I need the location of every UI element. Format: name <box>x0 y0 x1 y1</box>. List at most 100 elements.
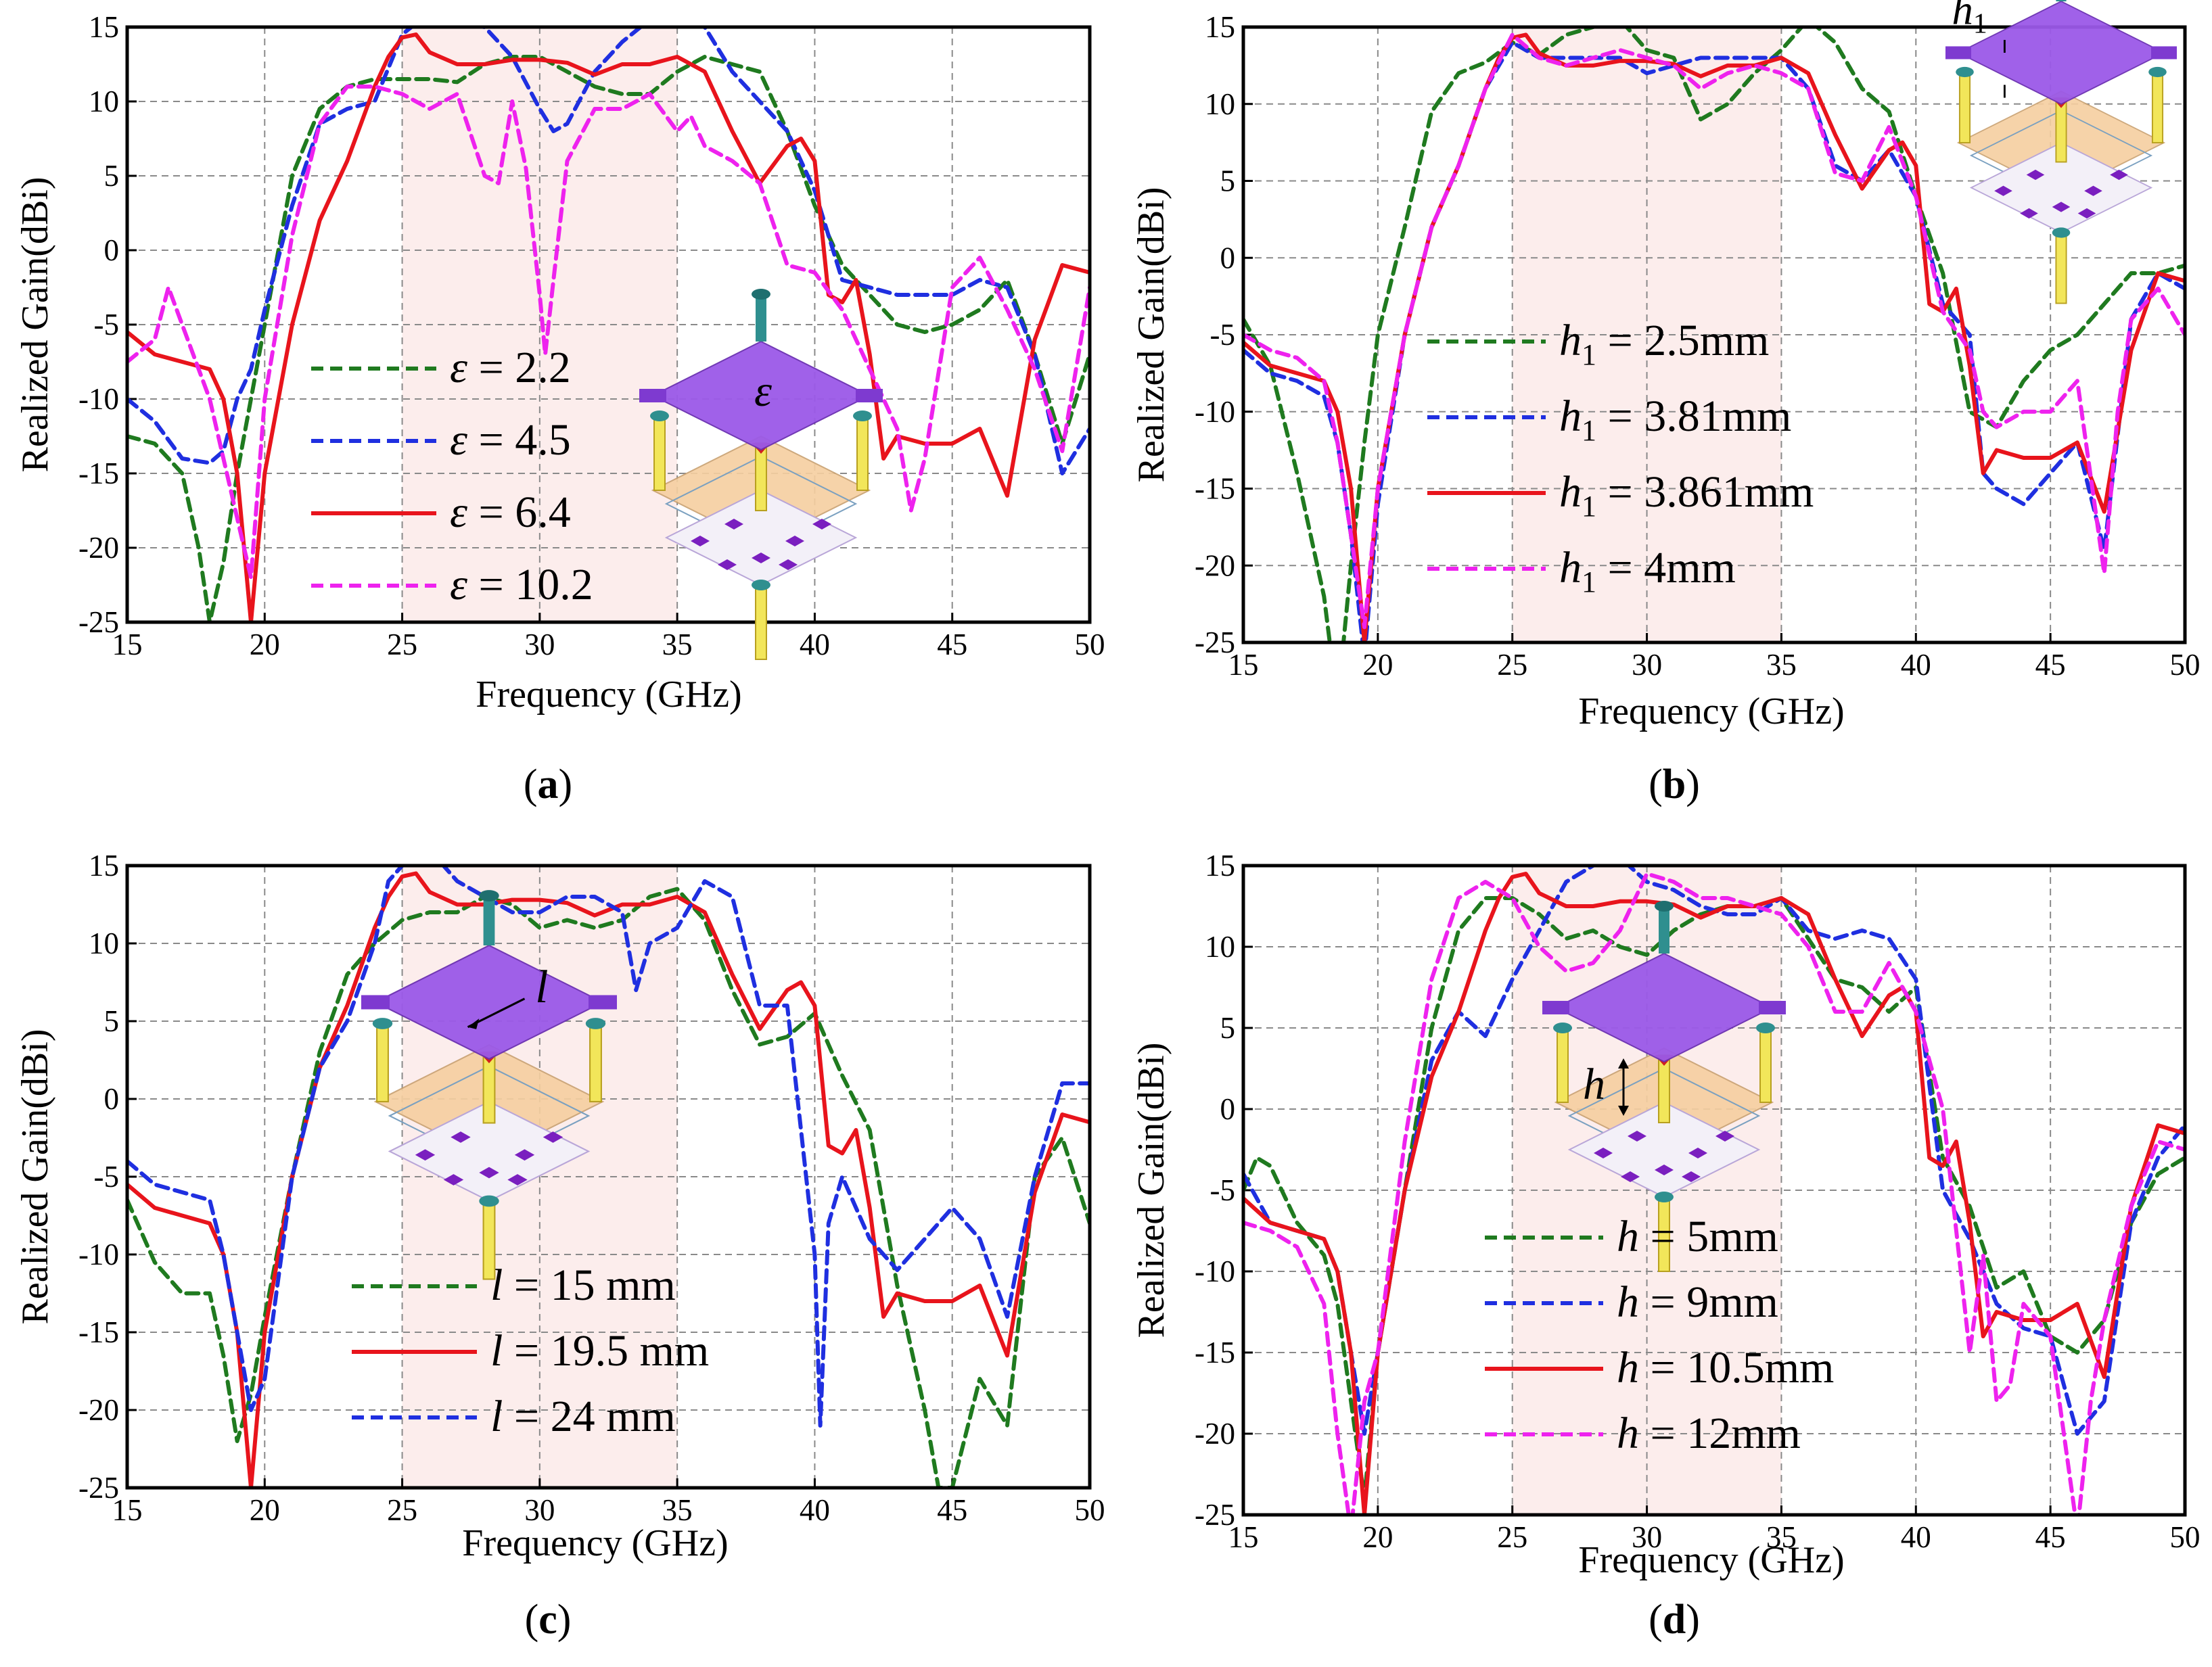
y-tick-label: 15 <box>89 10 119 44</box>
plot-frame <box>1241 864 2187 1517</box>
x-tick-label: 30 <box>1632 648 1662 682</box>
post-cap-icon <box>372 1018 393 1029</box>
pad-icon <box>718 559 737 570</box>
x-tick-label: 35 <box>1766 1520 1797 1554</box>
legend-symbol: h <box>1559 392 1582 441</box>
legend-entry: h1 = 3.861mm <box>1559 467 1814 523</box>
y-tick-label: -10 <box>1195 395 1235 429</box>
legend-subscript: 1 <box>1582 414 1596 447</box>
pad-icon <box>724 519 743 530</box>
x-tick-label: 20 <box>250 628 280 661</box>
x-tick-label: 20 <box>1362 1520 1393 1554</box>
pad-icon <box>415 1149 436 1161</box>
x-tick-label: 15 <box>1228 1520 1259 1554</box>
antenna-inset-icon: l <box>361 890 617 1280</box>
panel-label-close: ) <box>1686 1597 1700 1643</box>
y-tick-label: -15 <box>78 1315 119 1349</box>
x-tick-label: 50 <box>2170 648 2201 682</box>
x-tick-label: 20 <box>1362 648 1393 682</box>
pad-icon <box>507 1174 528 1185</box>
series-line-magenta <box>1243 32 2185 630</box>
plot-frame <box>125 25 1092 624</box>
post-cap-icon <box>2052 227 2071 238</box>
support-post-icon <box>376 1023 389 1103</box>
support-post-icon <box>2151 71 2164 143</box>
feed-layer-icon <box>1567 1101 1761 1198</box>
series-line-green <box>127 887 1090 1488</box>
y-tick-label: 10 <box>89 85 119 118</box>
support-post-icon <box>755 584 767 660</box>
y-tick-label: -20 <box>1195 1417 1235 1451</box>
antenna-inset-icon: h1 <box>1945 0 2177 304</box>
legend-symbol: h <box>1559 543 1582 592</box>
x-tick-label: 20 <box>250 1493 280 1527</box>
pad-icon <box>779 559 798 570</box>
legend-entry: ε = 4.5 <box>450 415 571 465</box>
panel-label-close: ) <box>1686 761 1700 807</box>
legend-value: = 3.81mm <box>1596 392 1791 441</box>
pad-icon <box>2020 208 2038 219</box>
series-group <box>127 27 1090 622</box>
arrow-head-icon <box>1618 1106 1629 1116</box>
legend-subscript: 1 <box>1582 565 1596 598</box>
legend-symbol: ε <box>450 415 467 465</box>
panel-label-close: ) <box>557 1597 572 1643</box>
legend-value: = 2.2 <box>467 343 571 392</box>
pad-icon <box>2026 169 2045 181</box>
x-tick-label: 45 <box>2035 1520 2066 1554</box>
legend-value: = 10.5mm <box>1639 1343 1834 1392</box>
legend-entry: l = 19.5 mm <box>490 1326 709 1376</box>
series-line-magenta <box>127 85 1090 580</box>
x-tick-label: 25 <box>1497 1520 1527 1554</box>
legend-symbol: h <box>1617 1409 1639 1458</box>
series-line-green <box>1243 27 2185 642</box>
legend-symbol: h <box>1617 1343 1639 1392</box>
pad-icon <box>1688 1148 1707 1158</box>
panel-label-letter: a <box>538 761 559 807</box>
radiator-arm-icon <box>2151 46 2177 60</box>
inset-l-label: l <box>535 960 548 1012</box>
radiator-arm-icon <box>361 995 390 1010</box>
legend-symbol: ε <box>450 343 467 392</box>
y-axis-title: Realized Gain(dBi) <box>14 177 56 473</box>
x-tick-label: 25 <box>1497 648 1527 682</box>
legend-subscript: 1 <box>1582 338 1596 371</box>
panel-label-letter: d <box>1663 1597 1686 1643</box>
x-tick-label: 45 <box>937 1493 967 1527</box>
panel-label-open: ( <box>1649 1597 1663 1643</box>
support-post-icon <box>856 415 869 491</box>
support-post-icon <box>653 415 666 491</box>
pad-icon <box>752 553 770 563</box>
y-tick-label: -5 <box>94 1160 120 1194</box>
pad-icon <box>2052 202 2071 212</box>
legend-symbol: h <box>1559 316 1582 365</box>
top-post-cap-icon <box>752 289 770 300</box>
support-post-icon <box>589 1023 602 1103</box>
x-tick-label: 35 <box>662 628 693 661</box>
pad-icon <box>1594 1148 1613 1158</box>
legend: l = 15 mml = 19.5 mml = 24 mm <box>352 1261 709 1441</box>
post-cap-icon <box>853 410 872 421</box>
top-post-icon <box>1659 906 1669 954</box>
post-cap-icon <box>650 410 669 421</box>
y-tick-label: 0 <box>1220 1092 1236 1126</box>
panel-b: 15 20 25 30 35 40 45 50151050-5-10-15-20-25h1h1… <box>1130 0 2201 807</box>
radiator-arm-icon <box>1759 1001 1786 1014</box>
legend-symbol: h <box>1617 1212 1639 1261</box>
pad-icon <box>785 536 804 546</box>
series-line-blue <box>127 866 1090 1428</box>
panel-label: (d) <box>1649 1597 1700 1643</box>
y-axis-title: Realized Gain(dBi) <box>1130 1043 1172 1338</box>
y-tick-label: 0 <box>104 233 120 267</box>
top-post-icon <box>2056 0 2067 1</box>
x-tick-label: 15 <box>1228 648 1259 682</box>
support-post-icon <box>1958 71 1971 143</box>
x-axis-title: Frequency (GHz) <box>1578 690 1844 732</box>
legend-symbol: h <box>1617 1277 1639 1327</box>
radiator-arm-icon <box>856 389 883 402</box>
x-tick-label: 30 <box>524 1493 555 1527</box>
pad-icon <box>543 1131 563 1143</box>
legend-subscript: 1 <box>1582 490 1596 523</box>
